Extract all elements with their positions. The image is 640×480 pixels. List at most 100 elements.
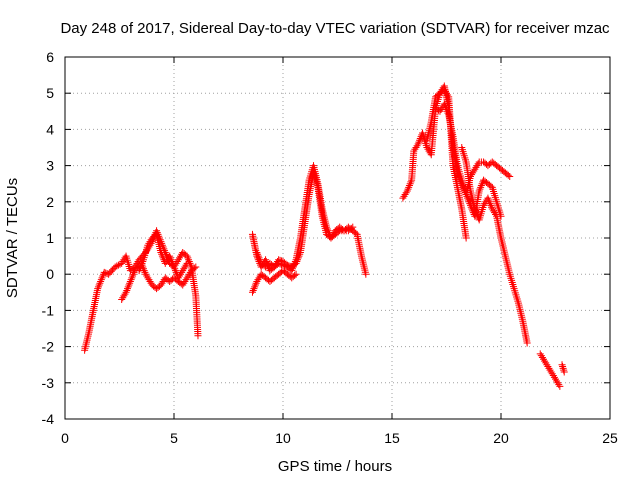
- data-point: [546, 366, 554, 374]
- data-point: [444, 109, 452, 117]
- data-point: [184, 272, 192, 280]
- x-axis-label: GPS time / hours: [278, 458, 392, 475]
- data-point: [143, 272, 151, 280]
- data-point: [169, 261, 177, 269]
- data-point: [142, 270, 150, 278]
- data-point: [141, 268, 149, 276]
- data-point: [276, 256, 284, 264]
- y-tick-label: 6: [46, 49, 54, 65]
- data-point: [484, 194, 492, 202]
- data-point: [362, 270, 370, 278]
- data-point: [255, 254, 263, 262]
- data-point: [490, 209, 498, 217]
- data-point: [536, 350, 544, 358]
- data-point: [185, 270, 193, 278]
- data-point: [282, 260, 290, 268]
- data-point: [181, 263, 189, 271]
- data-point: [401, 191, 409, 199]
- y-tick-label: -2: [42, 339, 55, 355]
- data-point: [407, 178, 415, 186]
- y-tick-label: 0: [46, 266, 54, 282]
- data-point: [144, 241, 152, 249]
- y-tick-label: 5: [46, 85, 54, 101]
- data-point: [544, 363, 552, 371]
- data-point: [328, 232, 336, 240]
- data-point: [118, 259, 126, 267]
- data-point: [559, 364, 567, 372]
- data-point: [504, 171, 512, 179]
- y-axis-ticks: -4 -3 -2 -1 0 1 2 3 4 5 6: [42, 49, 610, 427]
- data-point: [180, 265, 188, 273]
- data-point: [158, 252, 166, 260]
- data-point: [177, 270, 185, 278]
- data-point: [283, 261, 291, 269]
- data-point: [175, 254, 183, 262]
- data-point: [183, 274, 191, 282]
- data-point: [556, 382, 564, 390]
- data-point: [549, 372, 557, 380]
- data-point: [541, 357, 549, 365]
- data-point: [139, 258, 147, 266]
- data-point: [543, 361, 551, 369]
- data-point: [254, 252, 262, 260]
- data-point: [476, 185, 484, 193]
- data-point: [114, 261, 122, 269]
- data-point: [169, 259, 177, 267]
- data-point: [136, 265, 144, 273]
- data-point: [183, 252, 191, 260]
- data-point: [412, 144, 420, 151]
- data-point: [443, 107, 451, 115]
- data-point: [126, 277, 134, 285]
- data-point: [441, 102, 449, 110]
- data-point: [560, 368, 568, 376]
- data-point: [295, 252, 303, 260]
- data-point: [146, 277, 154, 285]
- data-point: [272, 259, 280, 267]
- data-point: [157, 281, 165, 289]
- data-point: [96, 279, 104, 287]
- data-point: [416, 136, 424, 144]
- data-point: [472, 209, 480, 217]
- data-point: [548, 370, 556, 378]
- data-point: [145, 239, 153, 247]
- data-point: [253, 277, 261, 285]
- data-point: [329, 230, 337, 238]
- data-point: [294, 254, 302, 262]
- data-point: [485, 198, 493, 206]
- data-point: [472, 163, 480, 171]
- data-point: [249, 286, 257, 294]
- data-point: [182, 276, 190, 284]
- data-point: [121, 290, 129, 298]
- data-point: [292, 259, 300, 267]
- data-point: [489, 207, 497, 215]
- data-point: [278, 257, 286, 265]
- data-point: [471, 165, 479, 173]
- data-point: [252, 279, 260, 287]
- data-point: [251, 283, 259, 291]
- y-tick-label: -4: [42, 411, 55, 427]
- data-point: [436, 89, 444, 97]
- data-point: [537, 352, 545, 360]
- data-point: [399, 194, 407, 202]
- data-point: [111, 263, 119, 271]
- chart-title: Day 248 of 2017, Sidereal Day-to-day VTE…: [60, 20, 610, 37]
- data-point: [161, 259, 169, 267]
- data-point: [137, 263, 145, 271]
- data-point: [486, 200, 494, 208]
- data-point: [174, 256, 182, 264]
- data-point: [127, 276, 135, 284]
- data-point: [560, 366, 568, 374]
- y-tick-label: -1: [42, 302, 55, 318]
- data-point: [291, 271, 299, 279]
- data-point: [179, 281, 187, 289]
- data-point: [175, 272, 183, 280]
- data-point: [275, 256, 283, 264]
- y-tick-label: 2: [46, 194, 54, 210]
- data-point: [190, 264, 198, 272]
- data-point: [166, 252, 174, 260]
- data-point: [547, 368, 555, 376]
- data-point: [120, 292, 128, 300]
- data-point: [470, 167, 478, 175]
- data-point: [97, 277, 105, 285]
